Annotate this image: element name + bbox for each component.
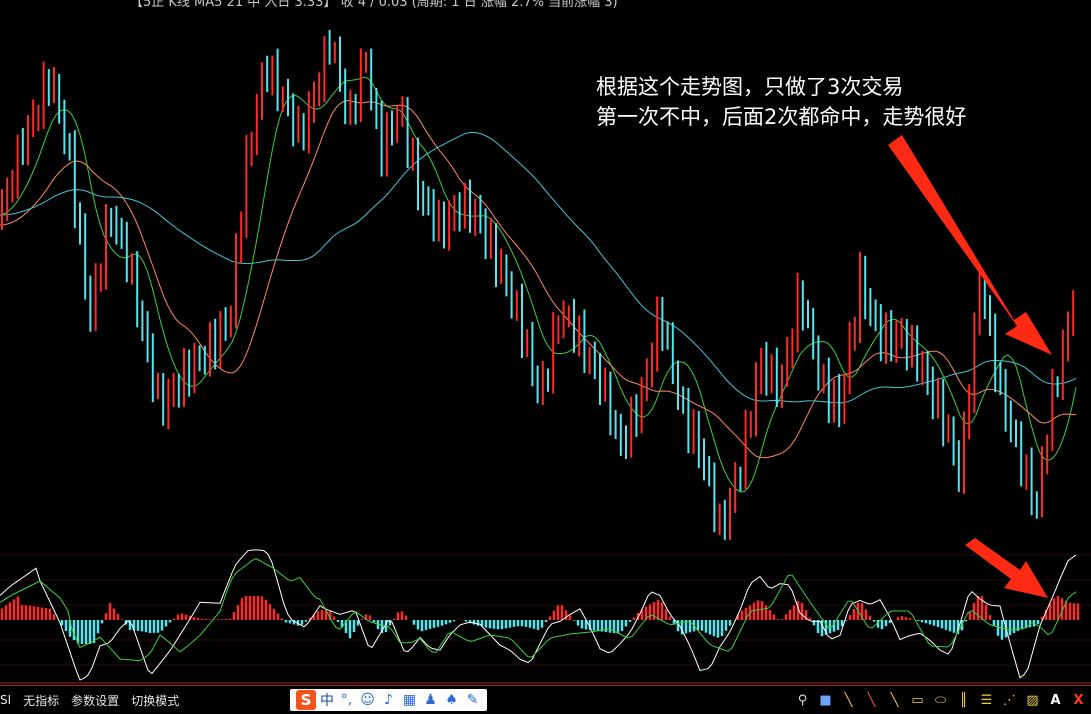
person-icon[interactable]: ♟ xyxy=(424,692,437,708)
annotation-text: 根据这个走势图，只做了3次交易 第一次不中，后面2次都命中，走势很好 xyxy=(596,72,966,132)
fan-icon[interactable]: ⋰ xyxy=(1003,692,1016,708)
no-indicator-button[interactable]: 无指标 xyxy=(23,693,60,708)
shirt-icon[interactable]: ♠ xyxy=(445,692,458,708)
ellipse-icon[interactable]: ⬭ xyxy=(934,692,947,708)
parameter-settings-button[interactable]: 参数设置 xyxy=(71,693,120,708)
text-icon[interactable]: A xyxy=(1050,692,1061,708)
ray-icon[interactable]: ╲ xyxy=(890,692,899,708)
mic-icon[interactable]: ♪ xyxy=(384,692,393,708)
dif-line xyxy=(0,549,1077,681)
magnifier-icon[interactable]: ⚲ xyxy=(797,692,808,708)
sogou-logo-icon[interactable]: S xyxy=(296,690,316,710)
chart-info-line: 【5正 K线 MA5 21 中 入日 3.33】 收 4 / 0.03 (周期:… xyxy=(130,0,618,10)
red-arrow-main xyxy=(888,135,1052,355)
line-icon[interactable]: ╲ xyxy=(844,692,853,708)
indicator-tab-si[interactable]: SI xyxy=(0,693,12,707)
red-arrow-small xyxy=(965,538,1048,598)
switch-mode-button[interactable]: 切换模式 xyxy=(131,693,180,708)
fib-icon[interactable]: ☰ xyxy=(980,692,993,708)
annotation-line-2: 第一次不中，后面2次都命中，走势很好 xyxy=(596,105,967,129)
ime-toolbar[interactable]: S 中 °, ☺ ♪ ▦ ♟ ♠ ✎ xyxy=(290,689,487,711)
wrench-icon[interactable]: ✎ xyxy=(466,692,479,708)
keyboard-icon[interactable]: ▦ xyxy=(402,692,417,708)
ma-short-line xyxy=(0,76,1077,493)
close-icon[interactable]: X xyxy=(1073,692,1084,708)
bottom-indicator-bar: SI 无指标 参数设置 切换模式 xyxy=(0,685,1091,714)
drawing-toolbar: ⚲ ■ ╲ ╲ ╲ ▭ ⬭ ║ ☰ ⋰ ▨ A X xyxy=(794,689,1087,711)
rect-icon[interactable]: ▭ xyxy=(911,692,924,708)
punctuation-icon[interactable]: °, xyxy=(340,692,353,708)
ime-language-toggle[interactable]: 中 xyxy=(320,693,334,709)
box-icon[interactable]: ■ xyxy=(819,692,832,708)
kline-chart[interactable] xyxy=(0,0,1091,685)
ma-long-line xyxy=(0,131,1077,404)
line-red-icon[interactable]: ╲ xyxy=(867,692,876,708)
channel-icon[interactable]: ║ xyxy=(959,692,968,708)
annotation-line-1: 根据这个走势图，只做了3次交易 xyxy=(596,75,904,99)
emoji-icon[interactable]: ☺ xyxy=(360,692,375,708)
dea-line xyxy=(0,557,1077,662)
pattern-icon[interactable]: ▨ xyxy=(1026,692,1039,708)
ma-mid-line xyxy=(0,99,1077,459)
